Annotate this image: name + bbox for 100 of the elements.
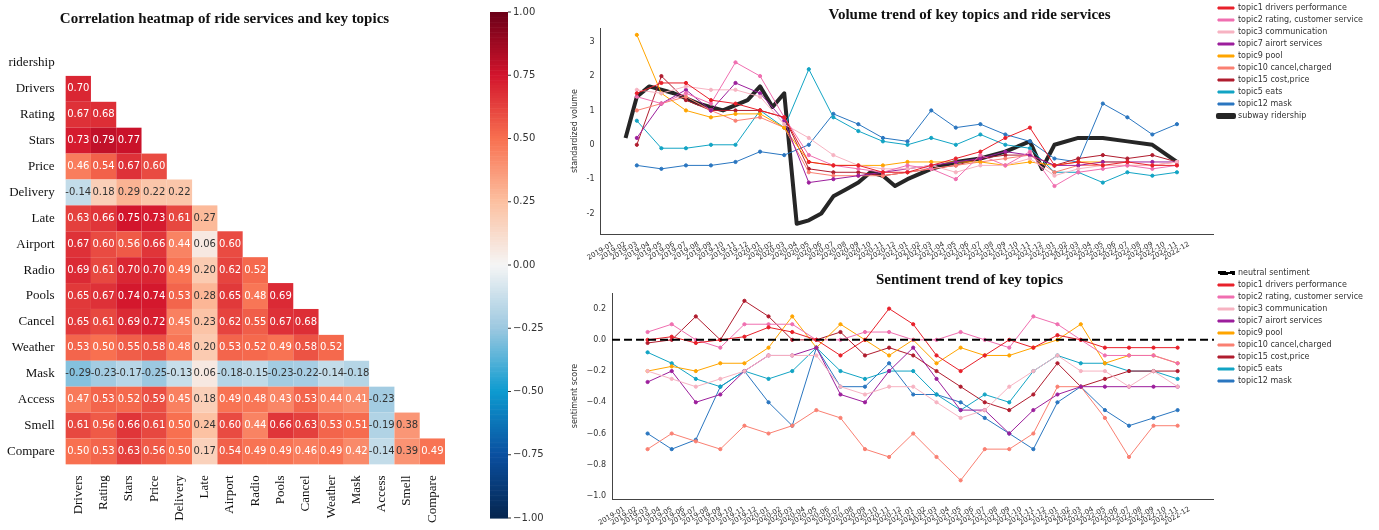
y-tick-label: Pools — [25, 287, 55, 303]
color-bar-label: 1.00 — [513, 5, 536, 17]
data-label: 0.43 — [269, 393, 292, 405]
x-tick-label: Radio — [246, 475, 262, 507]
data-label: 0.48 — [244, 393, 267, 405]
data-label: 0.55 — [244, 315, 267, 327]
data-label: 0.38 — [395, 419, 419, 431]
y-tick-label: Smell — [24, 416, 56, 432]
data-label: 0.49 — [320, 444, 343, 456]
data-label: 0.54 — [92, 160, 115, 172]
legend-label: topic5 eats — [1237, 87, 1283, 97]
x-tick-label: Drivers — [69, 475, 85, 515]
y-tick-label: Mask — [25, 365, 56, 381]
data-label: 0.74 — [117, 289, 141, 301]
y-axis-title: standardized volume — [569, 88, 579, 174]
data-label: 0.67 — [269, 315, 292, 327]
x-tick-label: Pools — [272, 475, 288, 505]
data-label: 0.77 — [117, 134, 141, 146]
color-bar-label: −1.00 — [513, 511, 544, 523]
data-label: 0.52 — [244, 263, 267, 275]
data-label: -0.14 — [368, 444, 395, 456]
color-bar-label: 0.50 — [513, 132, 536, 144]
data-label: 0.66 — [143, 237, 166, 249]
data-label: 0.52 — [320, 341, 343, 353]
data-label: 0.67 — [67, 237, 90, 249]
y-tick-label: Stars — [28, 132, 55, 148]
data-label: 0.53 — [92, 444, 115, 456]
x-tick-label: Weather — [322, 474, 338, 519]
y-tick-label: Late — [31, 209, 55, 225]
legend-label: topic3 communication — [1237, 27, 1328, 37]
data-label: 0.63 — [294, 419, 318, 431]
y-tick-label: Radio — [23, 261, 55, 277]
data-label: 0.67 — [117, 160, 141, 172]
data-label: 0.54 — [218, 444, 242, 456]
data-label: -0.23 — [90, 367, 117, 379]
data-label: 0.66 — [92, 211, 115, 223]
chart-title: Volume trend of key topics and ride services — [828, 5, 1111, 22]
y-tick-label: −0.2 — [586, 366, 607, 376]
legend-label: neutral sentiment — [1237, 268, 1310, 278]
x-tick-label: Mask — [347, 474, 363, 505]
data-label: 0.06 — [193, 367, 216, 379]
data-label: 0.20 — [193, 263, 216, 275]
data-label: -0.18 — [343, 367, 370, 379]
color-bar-label: 0.25 — [513, 195, 536, 207]
data-label: -0.23 — [267, 367, 294, 379]
data-label: -0.22 — [292, 367, 319, 379]
data-label: 0.29 — [117, 186, 141, 198]
data-label: 0.61 — [92, 315, 115, 327]
data-label: 0.62 — [218, 315, 242, 327]
data-label: 0.74 — [143, 289, 166, 301]
y-tick-label: 0.0 — [593, 334, 607, 344]
data-label: 0.61 — [67, 419, 90, 431]
y-tick-label: ridership — [8, 54, 55, 70]
data-label: 0.69 — [67, 263, 90, 275]
legend-label: topic3 communication — [1237, 304, 1328, 314]
chart-title: Sentiment trend of key topics — [875, 270, 1064, 287]
x-tick-label: Smell — [398, 474, 414, 506]
data-label: 0.60 — [218, 419, 242, 431]
data-label: 0.63 — [117, 444, 141, 456]
data-label: 0.42 — [345, 444, 368, 456]
data-label: 0.44 — [244, 419, 267, 431]
legend-label: topic15 cost,price — [1237, 352, 1310, 362]
data-label: 0.61 — [168, 211, 191, 223]
data-label: 0.17 — [193, 444, 216, 456]
data-label: 0.56 — [117, 237, 141, 249]
legend-label: topic1 drivers performance — [1237, 280, 1347, 290]
data-label: 0.66 — [269, 419, 292, 431]
data-label: 0.59 — [143, 393, 166, 405]
x-tick-label: Cancel — [297, 474, 313, 512]
data-label: 0.49 — [168, 263, 191, 275]
data-label: 0.68 — [92, 108, 115, 120]
data-label: 0.79 — [92, 134, 115, 146]
chart-title: Correlation heatmap of ride services and key topics — [59, 9, 390, 26]
y-tick-label: Weather — [11, 339, 56, 355]
data-label: 0.50 — [67, 444, 90, 456]
data-label: 0.44 — [168, 237, 191, 249]
legend-label: topic10 cancel,charged — [1237, 340, 1332, 350]
y-tick-label: Access — [17, 391, 55, 407]
data-label: 0.65 — [67, 289, 90, 301]
x-tick-label: Access — [373, 475, 389, 513]
data-label: 0.52 — [117, 393, 141, 405]
x-tick-label: Rating — [95, 474, 111, 511]
color-bar-label: 0.75 — [513, 68, 536, 80]
y-tick-label: 1 — [589, 105, 595, 115]
data-label: 0.39 — [395, 444, 419, 456]
data-label: 0.45 — [168, 315, 191, 327]
y-tick-label: -1 — [586, 174, 595, 184]
data-label: 0.53 — [294, 393, 318, 405]
data-label: 0.62 — [218, 263, 242, 275]
data-label: 0.41 — [345, 393, 368, 405]
x-tick-label: Late — [196, 475, 212, 499]
data-label: 0.61 — [143, 419, 166, 431]
data-label: 0.49 — [269, 444, 292, 456]
x-tick-label: Delivery — [170, 474, 186, 521]
data-label: 0.22 — [143, 186, 166, 198]
data-label: 0.53 — [320, 419, 343, 431]
data-label: 0.72 — [143, 315, 166, 327]
data-label: 0.60 — [218, 237, 242, 249]
data-label: 0.49 — [269, 341, 292, 353]
data-label: 0.18 — [193, 393, 216, 405]
